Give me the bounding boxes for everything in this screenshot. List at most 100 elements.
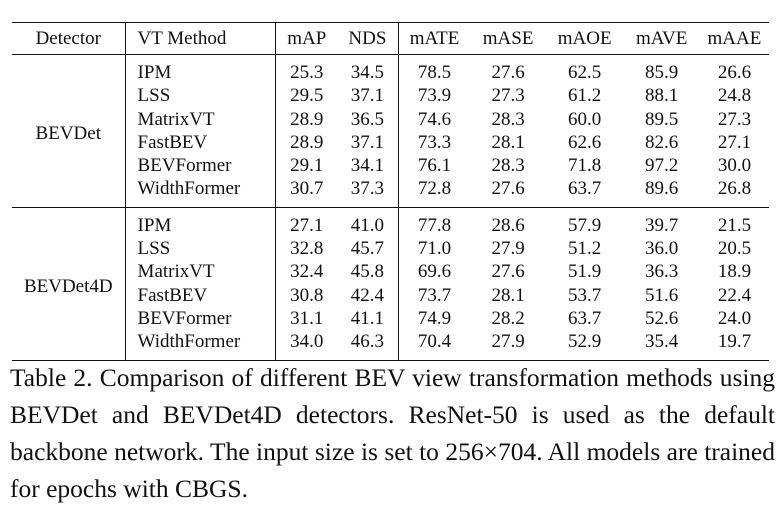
map-cell: 30.7 <box>275 177 338 208</box>
detector-label: BEVDet <box>35 123 101 145</box>
mate-cell: 76.1 <box>397 154 471 178</box>
mate-cell: 71.0 <box>397 237 471 261</box>
maoe-cell: 57.9 <box>568 214 602 236</box>
nds-cell: 42.4 <box>350 284 385 306</box>
header-mase: mASE <box>482 27 534 49</box>
map-cell: 28.9 <box>275 107 338 131</box>
maoe-cell: 51.2 <box>568 238 602 260</box>
mave-cell: 89.5 <box>645 108 679 130</box>
nds-cell: 36.5 <box>350 108 385 130</box>
maoe-cell: 63.7 <box>568 178 602 200</box>
table-row: WidthFormer 34.0 46.3 70.4 27.9 52.9 35.4 19.7 <box>12 330 769 361</box>
maae-cell: 24.0 <box>717 307 752 329</box>
nds-cell: 41.1 <box>350 307 385 329</box>
maoe-cell: 51.9 <box>568 261 602 283</box>
table-header: Detector VT Method mAP NDS mATE mASE mAO… <box>12 22 769 55</box>
maae-cell: 26.8 <box>717 178 752 200</box>
header-map: mAP <box>275 22 338 55</box>
maoe-cell: 62.5 <box>568 62 602 83</box>
table-row: LSS 29.5 37.1 73.9 27.3 61.2 88.1 24.8 <box>12 84 769 108</box>
nds-cell: 34.1 <box>350 155 385 177</box>
nds-cell: 46.3 <box>350 331 385 353</box>
table-row: BEVDet4D IPM 27.1 41.0 77.8 28.6 57.9 39.7 21.5 <box>12 207 769 297</box>
maoe-cell: 62.6 <box>568 131 602 153</box>
table-row: MatrixVT 28.9 36.5 74.6 28.3 60.0 89.5 27.3 <box>12 107 769 131</box>
table-row: FastBEV 28.9 37.1 73.3 28.1 62.6 82.6 27.1 <box>12 130 769 155</box>
method-cell: BEVFormer <box>124 306 276 331</box>
mate-cell: 73.9 <box>397 84 471 108</box>
mate-cell: 74.6 <box>397 107 471 131</box>
maae-cell: 26.6 <box>717 62 752 83</box>
mase-cell: 28.3 <box>491 108 525 130</box>
mave-cell: 89.6 <box>645 178 679 200</box>
method-cell: FastBEV <box>124 130 276 155</box>
header-maoe: mAOE <box>557 27 612 49</box>
mate-cell: 72.8 <box>397 177 471 208</box>
method-cell: WidthFormer <box>124 177 276 208</box>
mase-cell: 27.6 <box>491 62 525 83</box>
results-table-container: Detector VT Method mAP NDS mATE mASE mAO… <box>12 22 769 361</box>
table-row: LSS 32.8 45.7 71.0 27.9 51.2 36.0 20.5 <box>12 237 769 261</box>
map-cell: 25.3 <box>275 54 338 85</box>
nds-cell: 37.3 <box>350 178 385 200</box>
table-row: MatrixVT 32.4 45.8 69.6 27.6 51.9 36.3 18.9 <box>12 260 769 284</box>
method-cell: BEVFormer <box>124 154 276 178</box>
mave-cell: 36.3 <box>645 261 679 283</box>
table-row: BEVDet IPM 25.3 34.5 78.5 27.6 62.5 85.9 26.6 <box>12 54 769 144</box>
maae-cell: 21.5 <box>717 214 752 236</box>
mave-cell: 39.7 <box>645 214 679 236</box>
mave-cell: 36.0 <box>645 238 679 260</box>
maae-cell: 30.0 <box>717 155 752 177</box>
map-cell: 32.8 <box>275 237 338 261</box>
mase-cell: 28.1 <box>491 131 525 153</box>
maoe-cell: 63.7 <box>568 307 602 329</box>
method-cell: IPM <box>124 207 276 238</box>
results-table: Detector VT Method mAP NDS mATE mASE mAO… <box>12 22 769 361</box>
nds-cell: 41.0 <box>350 214 385 236</box>
group-bevdet4d: BEVDet4D IPM 27.1 41.0 77.8 28.6 57.9 39.7 21.5 L… <box>12 207 769 361</box>
nds-cell: 45.8 <box>350 261 385 283</box>
mave-cell: 35.4 <box>645 331 679 353</box>
maae-cell: 24.8 <box>717 85 752 107</box>
mate-cell: 73.7 <box>397 283 471 307</box>
mase-cell: 27.9 <box>491 331 525 353</box>
map-cell: 28.9 <box>275 130 338 155</box>
method-cell: IPM <box>124 54 276 85</box>
mase-cell: 27.3 <box>491 85 525 107</box>
method-cell: MatrixVT <box>124 260 276 284</box>
map-cell: 31.1 <box>275 306 338 331</box>
header-vt-method: VT Method <box>124 22 276 55</box>
nds-cell: 45.7 <box>350 238 385 260</box>
table-row: WidthFormer 30.7 37.3 72.8 27.6 63.7 89.6 26.8 <box>12 177 769 208</box>
nds-cell: 37.1 <box>350 131 385 153</box>
map-cell: 34.0 <box>275 330 338 361</box>
map-cell: 29.1 <box>275 154 338 178</box>
maoe-cell: 52.9 <box>568 331 602 353</box>
mate-cell: 69.6 <box>397 260 471 284</box>
maoe-cell: 71.8 <box>568 155 602 177</box>
nds-cell: 37.1 <box>350 85 385 107</box>
mase-cell: 28.3 <box>491 155 525 177</box>
maoe-cell: 61.2 <box>568 85 602 107</box>
method-cell: FastBEV <box>124 283 276 307</box>
map-cell: 32.4 <box>275 260 338 284</box>
mate-cell: 70.4 <box>397 330 471 361</box>
method-cell: MatrixVT <box>124 107 276 131</box>
mave-cell: 51.6 <box>645 284 679 306</box>
maae-cell: 19.7 <box>717 331 752 353</box>
method-cell: WidthFormer <box>124 330 276 361</box>
table-row: FastBEV 30.8 42.4 73.7 28.1 53.7 51.6 22.4 <box>12 283 769 307</box>
mave-cell: 97.2 <box>645 155 679 177</box>
mase-cell: 27.9 <box>491 238 525 260</box>
table-row: BEVFormer 31.1 41.1 74.9 28.2 63.7 52.6 24.0 <box>12 306 769 331</box>
maae-cell: 18.9 <box>717 261 752 283</box>
maoe-cell: 53.7 <box>568 284 602 306</box>
group-bevdet: BEVDet IPM 25.3 34.5 78.5 27.6 62.5 85.9 26.6 LSS… <box>12 54 769 208</box>
header-mave: mAVE <box>635 27 688 49</box>
header-nds: NDS <box>348 27 387 49</box>
maae-cell: 27.3 <box>717 108 752 130</box>
mase-cell: 27.6 <box>491 261 525 283</box>
map-cell: 27.1 <box>275 207 338 238</box>
header-row: Detector VT Method mAP NDS mATE mASE mAO… <box>12 22 769 55</box>
table-caption: Table 2. Comparison of different BEV vie… <box>10 363 775 503</box>
